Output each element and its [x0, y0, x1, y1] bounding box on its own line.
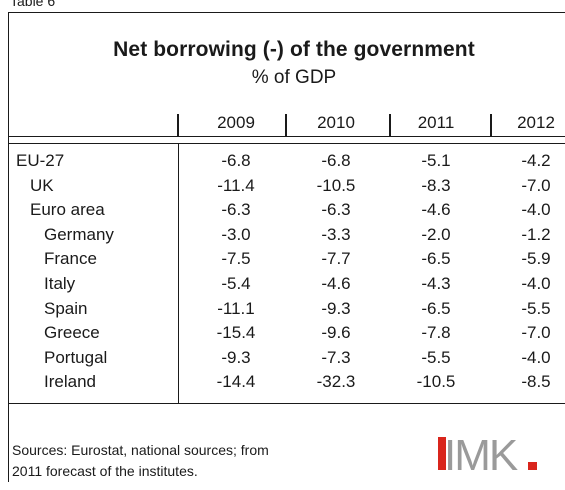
table-cell: -5.9: [521, 249, 551, 269]
table-cell: -11.4: [217, 175, 255, 195]
table-cell: -7.5: [221, 249, 251, 269]
table-cell: -11.1: [217, 298, 255, 318]
table-cell: -7.0: [521, 175, 551, 195]
table-cell: -9.3: [221, 347, 251, 367]
table-cell: -5.5: [421, 347, 451, 367]
header-separator-tick: [490, 114, 492, 136]
table-cell: -5.4: [221, 274, 251, 293]
table-row: Ireland -14.4 -32.3 -10.5 -8.5: [0, 372, 565, 394]
row-label: Portugal: [44, 347, 108, 367]
row-label: Euro area: [30, 200, 105, 220]
table-row: France -7.5 -7.7 -6.5 -5.9: [0, 249, 565, 271]
header-separator-tick: [177, 114, 179, 136]
table-title: Net borrowing (-) of the government: [113, 38, 475, 61]
logo-accent-bar: [438, 437, 446, 470]
table-cell: -32.3: [316, 372, 356, 392]
table-cell: -7.0: [521, 323, 551, 343]
imk-logo: IMK: [438, 433, 537, 475]
table-cell: -6.3: [221, 200, 251, 220]
row-label: Greece: [44, 323, 100, 343]
row-label: Germany: [44, 224, 114, 244]
table-cell: -6.3: [321, 200, 351, 220]
table-label: Table 6: [10, 0, 56, 9]
header-separator-tick: [389, 114, 391, 136]
logo-text: IMK: [444, 433, 518, 475]
table-subtitle: % of GDP: [251, 67, 337, 88]
row-label: Spain: [44, 298, 88, 318]
table-cell: -7.3: [321, 347, 351, 367]
table-row: Portugal -9.3 -7.3 -5.5 -4.0: [0, 348, 565, 370]
header-rule-top: [8, 136, 565, 137]
table-row: Euro area -6.3 -6.3 -4.6 -4.0: [0, 200, 565, 222]
table-cell: -8.3: [421, 175, 451, 195]
year-header-2010: 2010: [317, 113, 355, 132]
row-label: France: [44, 249, 97, 269]
table-cell: -4.3: [421, 274, 451, 293]
table-cell: -3.3: [321, 224, 351, 244]
table-cell: -7.8: [421, 323, 451, 343]
source-note: Sources: Eurostat, national sources; fro…: [12, 440, 392, 482]
table-cell: -4.6: [321, 274, 351, 293]
table-cell: -7.7: [321, 249, 351, 269]
row-label: Ireland: [44, 372, 96, 392]
table-cell: -5.1: [421, 151, 451, 170]
header-separator-tick: [285, 114, 287, 136]
table-cell: -4.6: [421, 200, 451, 220]
table-cell: -6.8: [221, 151, 251, 170]
row-label: EU-27: [16, 151, 65, 170]
table-frame: [8, 12, 565, 482]
table-cell: -9.6: [321, 323, 351, 343]
table-cell: -9.3: [321, 298, 351, 318]
table-cell: -4.2: [521, 151, 551, 170]
table-cell: -4.0: [521, 347, 551, 367]
table-row: Italy -5.4 -4.6 -4.3 -4.0: [0, 274, 565, 296]
table-cell: -14.4: [216, 372, 256, 392]
label-column-separator: [178, 143, 179, 403]
table-cell: -15.4: [216, 323, 256, 343]
table-cell: -8.5: [521, 372, 551, 392]
table-cell: -1.2: [521, 224, 551, 244]
footer-rule: [8, 403, 565, 404]
table-cell: -4.0: [521, 274, 551, 293]
source-line-2: 2011 forecast of the institutes.: [12, 463, 198, 479]
source-line-1: Sources: Eurostat, national sources; fro…: [12, 442, 269, 458]
table-cell: -2.0: [421, 224, 451, 244]
table-cell: -4.0: [521, 200, 551, 220]
table-row: EU-27 -6.8 -6.8 -5.1 -4.2: [0, 151, 565, 173]
table-cell: -6.5: [421, 298, 451, 318]
table-row: Spain -11.1 -9.3 -6.5 -5.5: [0, 299, 565, 321]
table-cell: -10.5: [316, 175, 356, 195]
table-cell: -10.5: [416, 372, 456, 392]
table-row: UK -11.4 -10.5 -8.3 -7.0: [0, 176, 565, 198]
logo-accent-dot: [528, 462, 537, 470]
header-rule-bottom: [8, 143, 565, 144]
table-row: Germany -3.0 -3.3 -2.0 -1.2: [0, 225, 565, 247]
table-cell: -3.0: [221, 224, 251, 244]
row-label: UK: [30, 175, 54, 195]
year-header-2011: 2011: [417, 113, 455, 132]
table-row: Greece -15.4 -9.6 -7.8 -7.0: [0, 323, 565, 345]
year-header-2009: 2009: [217, 113, 255, 132]
row-label: Italy: [44, 274, 76, 293]
table-cell: -6.5: [421, 249, 451, 269]
year-header-2012: 2012: [517, 113, 555, 132]
table-cell: -6.8: [321, 151, 351, 170]
table-cell: -5.5: [521, 298, 551, 318]
